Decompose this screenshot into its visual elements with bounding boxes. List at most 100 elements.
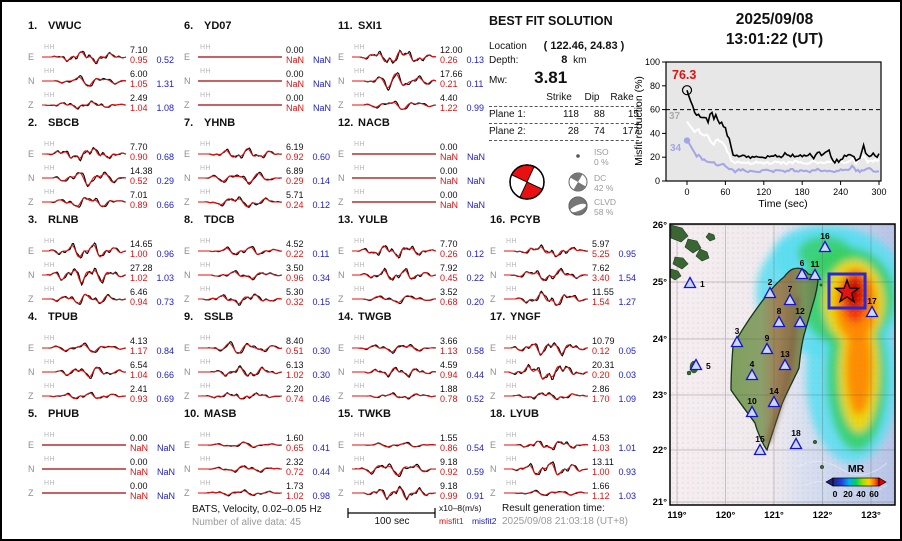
channel-label: HH: [44, 189, 56, 196]
misfit-x-tick: 60: [720, 187, 730, 197]
amplitude-value: 8.40: [286, 336, 304, 346]
component-row: N HH 6.89 0.29 0.14: [182, 165, 336, 190]
misfit1-value: 1.54: [592, 297, 610, 307]
station-panel: 7. YHNB E HH 6.19 0.92 0.60 N HH 6.89 0.29 0.14 Z HH 5…: [182, 117, 336, 214]
waveform-values: 0.00 NaN NaN: [440, 190, 485, 210]
component-row: E HH 4.52 0.22 0.11: [182, 238, 336, 263]
amplitude-value: 4.13: [130, 336, 148, 346]
component-row: Z HH 1.66 1.12 1.03: [488, 480, 642, 505]
plane-label: Plane 1:: [489, 109, 526, 120]
component-row: N HH 0.00 NaN NaN: [182, 68, 336, 93]
station-number: 9.: [184, 311, 194, 323]
misfit1-value: 1.03: [592, 443, 610, 453]
component-label: Z: [184, 391, 190, 401]
misfit-values: 1.13 0.58: [440, 346, 484, 356]
component-label: E: [28, 52, 35, 62]
component-row: E HH 7.10 0.95 0.52: [26, 44, 180, 69]
misfit1-value: 1.12: [592, 491, 610, 501]
station-map-number: 13: [780, 349, 790, 359]
component-row: E HH 1.60 0.65 0.41: [182, 432, 336, 457]
misfit2-value: 0.95: [618, 249, 637, 259]
best-fit-title: BEST FIT SOLUTION: [489, 14, 613, 28]
time-scale-bar: [347, 508, 436, 518]
map-lat-label: 23°: [653, 390, 668, 401]
station-triangle-icon: [683, 276, 697, 289]
component-row: N HH 14.38 0.52 0.29: [26, 165, 180, 190]
misfit1-value: 0.22: [286, 249, 304, 259]
waveform-values: 4.13 1.17 0.84: [130, 336, 174, 356]
misfit2-value: 1.01: [618, 443, 637, 453]
misfit-values: 5.25 0.95: [592, 249, 636, 259]
component-label: E: [490, 246, 497, 256]
waveform-trace: [504, 290, 589, 307]
misfit-x-tick: 300: [871, 187, 886, 197]
waveform-values: 9.18 0.99 0.91: [440, 481, 484, 501]
waveform-trace: [198, 441, 283, 449]
waveform-trace: [352, 153, 436, 155]
component-row: N HH 7.62 3.40 1.54: [488, 262, 642, 287]
station-code: SSLB: [204, 311, 234, 323]
station-code: PHUB: [48, 408, 80, 420]
decomposition-name: CLVD: [594, 197, 616, 207]
map-lon-label: 121°: [764, 510, 784, 521]
station-triangle-icon: [730, 335, 744, 348]
waveform-values: 1.66 1.12 1.03: [592, 481, 636, 501]
depth-row: Depth: 8 km: [489, 54, 587, 66]
misfit1-value: 0.24: [286, 200, 304, 210]
channel-label: HH: [44, 359, 56, 366]
component-label: N: [184, 173, 191, 183]
colorbar-tick: 60: [869, 489, 879, 499]
waveform-values: 0.00 NaN NaN: [130, 457, 175, 477]
channel-label: HH: [354, 456, 366, 463]
station-code: TWKB: [358, 408, 391, 420]
component-row: E HH 12.00 0.26 0.13: [336, 44, 490, 69]
misfit-values: 1.00 0.96: [130, 249, 174, 259]
waveform-values: 4.59 0.94 0.44: [440, 360, 484, 380]
misfit-curve-best: [686, 89, 880, 165]
amplitude-value: 6.54: [130, 360, 148, 370]
component-row: Z HH 9.18 0.99 0.91: [336, 480, 490, 505]
channel-label: HH: [44, 432, 56, 439]
map-station-marker: 2: [763, 277, 777, 299]
waveform-values: 6.46 0.94 0.73: [130, 287, 174, 307]
component-row: Z HH 3.52 0.68 0.20: [336, 286, 490, 311]
misfit2-value: NaN: [157, 467, 176, 477]
station-number: 4.: [28, 311, 38, 323]
misfit-values: 0.78 0.52: [440, 394, 484, 404]
station-number: 2.: [28, 117, 38, 129]
misfit1-value: 0.95: [130, 55, 148, 65]
misfit1-value: NaN: [440, 200, 459, 210]
station-panel: 9. SSLB E HH 8.40 0.51 0.30 N HH 6.13 1.02 0.30 Z HH 2…: [182, 311, 336, 408]
component-label: E: [184, 52, 191, 62]
waveform-trace: [352, 441, 437, 448]
component-label: Z: [490, 294, 496, 304]
misfit1-value: 0.26: [440, 249, 458, 259]
station-number: 1.: [28, 20, 38, 32]
map-station-marker: 9: [760, 333, 774, 355]
misfit-values: NaN NaN: [130, 491, 175, 501]
misfit-values: 1.04 0.66: [130, 370, 174, 380]
misfit1-value: 1.22: [440, 103, 458, 113]
component-row: N HH 2.32 0.72 0.44: [182, 456, 336, 481]
map-lat-label: 21°: [653, 497, 668, 508]
channel-label: HH: [44, 456, 56, 463]
station-panel: 4. TPUB E HH 4.13 1.17 0.84 N HH 6.54 1.04 0.66 Z HH 2…: [26, 311, 180, 408]
amplitude-value: 14.65: [130, 239, 153, 249]
misfit1-value: 1.70: [592, 394, 610, 404]
mw-label: Mw:: [489, 75, 508, 86]
amplitude-value: 1.66: [592, 481, 610, 491]
misfit2-value: 1.54: [618, 273, 637, 283]
amplitude-value: 11.55: [592, 287, 614, 297]
station-map-number: 11: [811, 259, 820, 269]
dip-value: 88: [593, 109, 605, 120]
amplitude-value: 0.00: [286, 69, 304, 79]
waveform-trace: [42, 74, 127, 87]
component-label: E: [490, 343, 497, 353]
amplitude-value: 7.01: [130, 190, 148, 200]
misfit-values: NaN NaN: [130, 467, 175, 477]
waveform-values: 0.00 NaN NaN: [286, 69, 331, 89]
station-triangle-icon: [753, 443, 767, 456]
amplitude-value: 12.00: [440, 45, 463, 55]
channel-label: HH: [200, 480, 212, 487]
